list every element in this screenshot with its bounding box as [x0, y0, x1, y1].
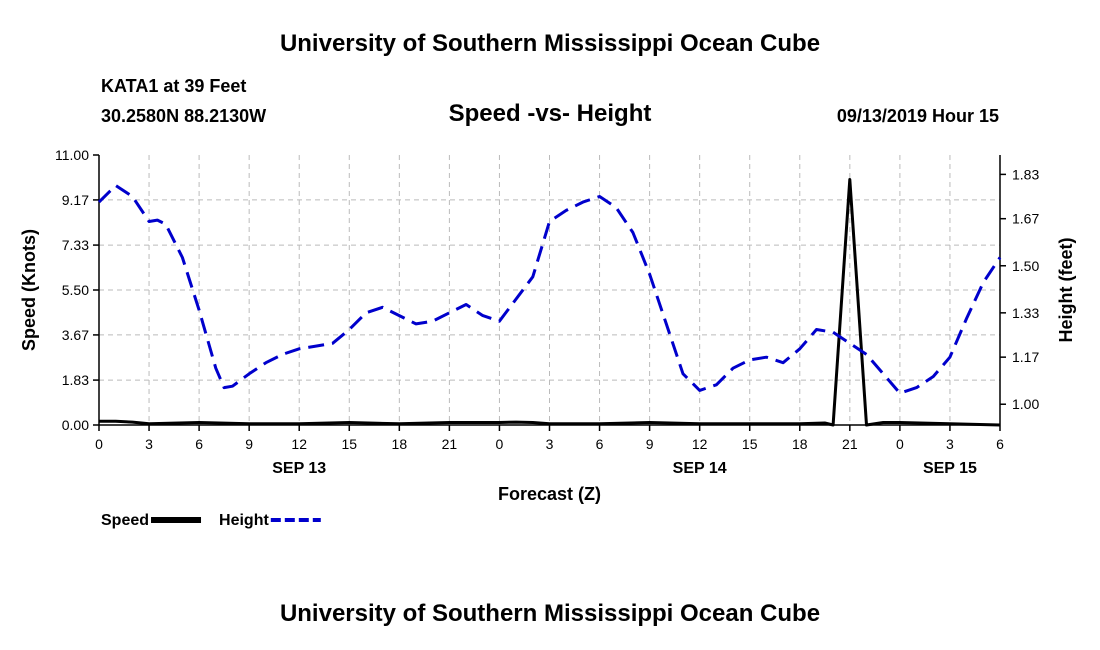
y-left-axis-title: Speed (Knots): [19, 229, 39, 351]
y-left-tick-label: 9.17: [62, 192, 89, 208]
x-tick-label: 9: [245, 436, 253, 452]
chart-title: Speed -vs- Height: [448, 100, 652, 127]
x-tick-label: 12: [291, 436, 307, 452]
y-right-tick-label: 1.17: [1012, 349, 1039, 365]
series-lines: [97, 178, 1002, 427]
y-right-tick-label: 1.67: [1012, 211, 1039, 227]
x-tick-label: 6: [195, 436, 203, 452]
bottom-title: University of Southern Mississippi Ocean…: [279, 600, 821, 627]
x-tick-label: 0: [896, 436, 904, 452]
x-tick-label: 15: [742, 436, 758, 452]
y-right-tick-label: 1.83: [1012, 166, 1039, 182]
y-right-axis-title: Height (feet): [1056, 238, 1076, 343]
day-label: SEP 15: [923, 460, 977, 477]
x-tick-label: 15: [341, 436, 357, 452]
legend: Speed Height: [101, 512, 321, 529]
y-right-tick-label: 1.33: [1012, 305, 1039, 321]
x-tick-label: 6: [596, 436, 604, 452]
x-tick-label: 3: [546, 436, 554, 452]
y-left-tick-label: 7.33: [62, 237, 89, 253]
x-tick-label: 6: [996, 436, 1004, 452]
x-tick-label: 12: [692, 436, 708, 452]
axis-labels: 0.00 1.83 3.67 5.50 7.33 9.17 11.00 1.00 1.17 1.3…: [19, 147, 1076, 504]
x-tick-label: 0: [496, 436, 504, 452]
x-tick-label: 21: [842, 436, 858, 452]
series-height-line: [97, 184, 1002, 395]
y-right-tick-label: 1.00: [1012, 396, 1039, 412]
x-tick-label: 3: [145, 436, 153, 452]
day-label: SEP 13: [272, 460, 326, 477]
y-right-tick-label: 1.50: [1012, 258, 1039, 274]
y-left-tick-label: 0.00: [62, 417, 89, 433]
y-left-tick-label: 11.00: [55, 147, 89, 163]
x-tick-label: 18: [792, 436, 808, 452]
x-tick-label: 3: [946, 436, 954, 452]
station-label: KATA1 at 39 Feet: [101, 76, 247, 96]
y-left-tick-label: 1.83: [62, 372, 89, 388]
day-label: SEP 14: [673, 460, 727, 477]
series-speed-line: [99, 178, 1001, 427]
x-tick-label: 9: [646, 436, 654, 452]
y-left-tick-label: 5.50: [62, 282, 89, 298]
speed-height-chart: 0.00 1.83 3.67 5.50 7.33 9.17 11.00 1.00 1.17 1.3…: [19, 147, 1076, 529]
x-tick-label: 18: [392, 436, 408, 452]
grid-lines: [99, 155, 1000, 425]
coordinates-label: 30.2580N 88.2130W: [101, 106, 267, 126]
legend-label: Height: [219, 512, 269, 529]
x-tick-label: 21: [442, 436, 458, 452]
date-label: 09/13/2019 Hour 15: [836, 106, 999, 126]
y-left-tick-label: 3.67: [62, 327, 89, 343]
top-title: University of Southern Mississippi Ocean…: [279, 30, 821, 57]
legend-label: Speed: [101, 512, 149, 529]
x-axis-title: Forecast (Z): [498, 484, 601, 504]
x-tick-label: 0: [95, 436, 103, 452]
